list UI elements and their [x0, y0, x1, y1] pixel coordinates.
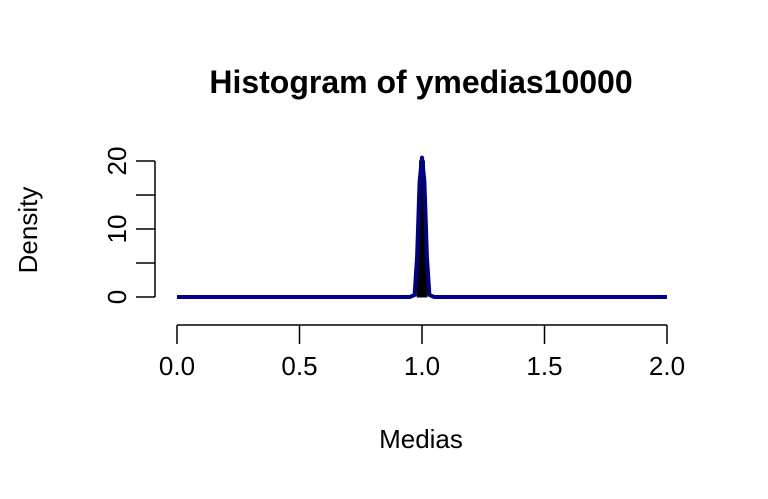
y-tick-label: 10 — [102, 215, 132, 244]
plot-area — [177, 155, 667, 299]
y-axis: 0 10 20 — [102, 147, 156, 304]
y-axis-label: Density — [13, 187, 43, 274]
density-curve — [177, 155, 667, 299]
x-tick-label: 0.0 — [159, 351, 195, 381]
x-tick-label: 0.5 — [281, 351, 317, 381]
x-axis: 0.0 0.5 1.0 1.5 2.0 — [159, 324, 685, 381]
chart-title: Histogram of ymedias10000 — [209, 64, 632, 100]
x-axis-label: Medias — [379, 424, 463, 454]
y-tick-label: 0 — [102, 290, 132, 304]
x-tick-label: 2.0 — [649, 351, 685, 381]
x-tick-label: 1.0 — [404, 351, 440, 381]
x-tick-label: 1.5 — [526, 351, 562, 381]
y-tick-label: 20 — [102, 147, 132, 176]
